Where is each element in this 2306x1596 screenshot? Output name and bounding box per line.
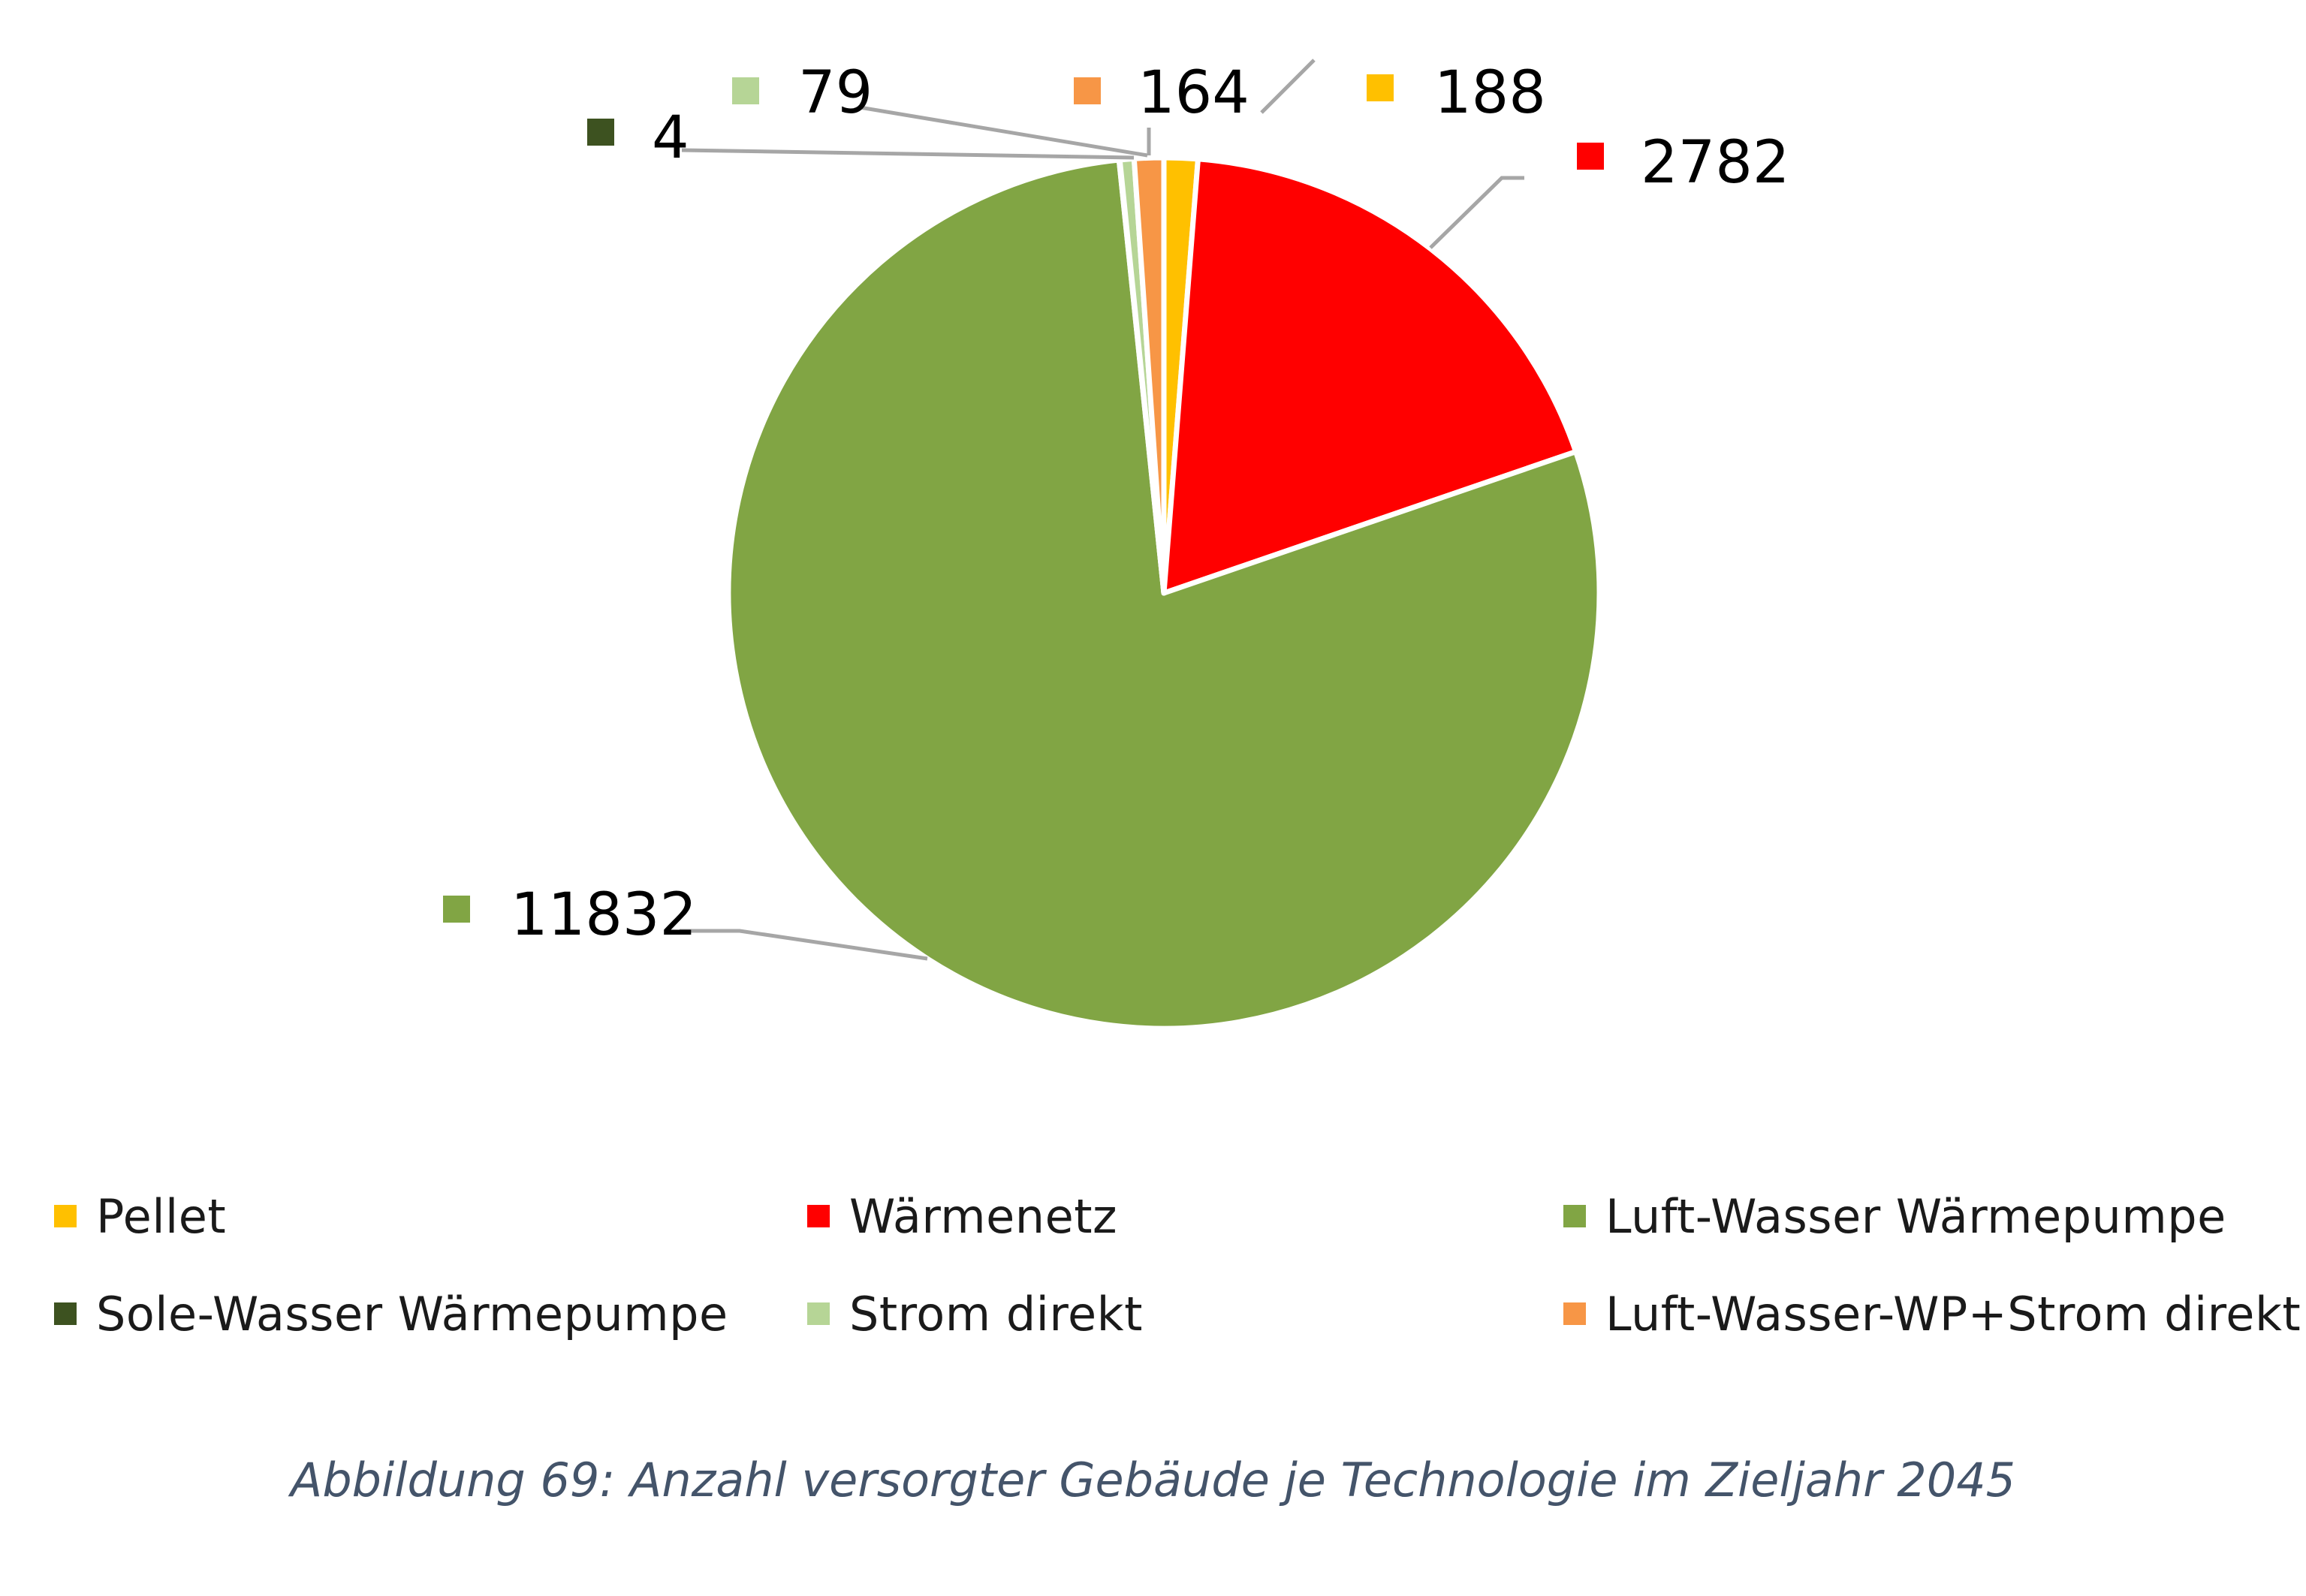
legend-label-luft-wasser-waermepumpe: Luft-Wasser Wärmepumpe <box>1605 1188 2226 1244</box>
leader-line-waermenetz <box>1429 176 1524 249</box>
legend-item-luft-wasser-waermepumpe: Luft-Wasser Wärmepumpe <box>1563 1186 2226 1246</box>
legend-swatch-luft-wasser-wp-strom-direkt <box>1563 1302 1586 1325</box>
data-label-pellet: 188 <box>1434 59 1546 127</box>
pie-slices <box>725 155 1602 1031</box>
legend-label-strom-direkt: Strom direkt <box>849 1286 1143 1342</box>
leader-lines <box>680 59 1524 961</box>
data-label-marker-sole-wasser-waermepumpe <box>587 119 614 146</box>
data-label-marker-strom-direkt <box>732 77 759 104</box>
legend-item-waermenetz: Wärmenetz <box>807 1186 1117 1246</box>
data-label-sole-wasser-waermepumpe: 4 <box>652 104 689 172</box>
figure-caption: Abbildung 69: Anzahl versorgter Gebäude … <box>290 1453 2016 1507</box>
legend-label-pellet: Pellet <box>96 1188 227 1244</box>
legend-swatch-strom-direkt <box>807 1302 830 1325</box>
data-labels: 188 2782 11832 4 79 164 <box>443 59 1790 949</box>
legend-item-strom-direkt: Strom direkt <box>807 1284 1143 1344</box>
data-label-waermenetz: 2782 <box>1641 129 1790 197</box>
data-label-marker-luft-wasser-wp-strom-direkt <box>1074 77 1101 104</box>
legend-item-sole-wasser-waermepumpe: Sole-Wasser Wärmepumpe <box>54 1284 728 1344</box>
leader-line-sole-wasser-waermepumpe <box>681 148 1135 160</box>
data-label-strom-direkt: 79 <box>798 59 873 127</box>
legend-label-luft-wasser-wp-strom-direkt: Luft-Wasser-WP+Strom direkt <box>1605 1286 2301 1342</box>
chart-legend: Pellet Wärmenetz Luft-Wasser Wärmepumpe … <box>0 1186 2306 1381</box>
data-label-luft-wasser-waermepumpe: 11832 <box>511 881 697 949</box>
legend-item-pellet: Pellet <box>54 1186 226 1246</box>
data-label-marker-luft-wasser-waermepumpe <box>443 896 470 923</box>
legend-item-luft-wasser-wp-strom-direkt: Luft-Wasser-WP+Strom direkt <box>1563 1284 2301 1344</box>
data-label-marker-waermenetz <box>1577 143 1604 170</box>
legend-swatch-pellet <box>54 1205 77 1227</box>
legend-label-waermenetz: Wärmenetz <box>849 1188 1118 1244</box>
legend-swatch-waermenetz <box>807 1205 830 1227</box>
legend-label-sole-wasser-waermepumpe: Sole-Wasser Wärmepumpe <box>96 1286 728 1342</box>
legend-swatch-sole-wasser-waermepumpe <box>54 1302 77 1325</box>
pie-slice-luft-wasser-wp-strom-direkt <box>1131 155 1167 596</box>
leader-line-pellet <box>1260 59 1316 114</box>
data-label-marker-pellet <box>1367 74 1394 101</box>
legend-swatch-luft-wasser-waermepumpe <box>1563 1205 1586 1227</box>
leader-line-luft-wasser-waermepumpe <box>680 929 928 961</box>
data-label-luft-wasser-wp-strom-direkt: 164 <box>1138 59 1249 127</box>
leader-line-strom-direkt <box>859 105 1148 158</box>
